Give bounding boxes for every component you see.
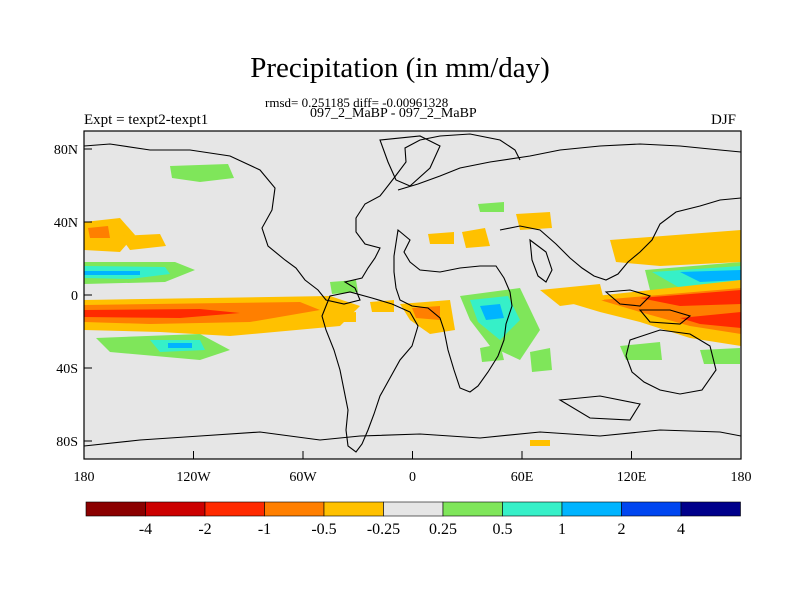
colorbar-swatch [145,501,206,517]
x-tick-label: 180 [74,470,95,485]
precip-contour [610,230,741,266]
precip-contour [412,306,440,320]
precip-contour [680,312,741,328]
x-tick-group: 120W [176,451,211,485]
colorbar-swatch [442,501,503,517]
precip-contour [620,342,662,360]
precip-contour [462,228,490,248]
colorbar-swatch [502,501,563,517]
precip-contour [88,226,110,238]
precip-contour [120,234,166,250]
precip-contour [480,304,504,320]
precip-contour [478,202,504,212]
colorbar-label: 2 [618,521,626,538]
y-tick-label: 40N [54,216,78,231]
precip-contour [84,309,240,318]
y-tick-group: 40N [54,216,92,231]
x-tick-label: 0 [409,470,416,485]
y-tick-label: 80S [56,435,78,450]
colorbar-label: -0.5 [311,521,336,538]
x-tick-label: 60W [289,470,317,485]
colorbar-label: 4 [677,521,685,538]
y-tick-label: 0 [71,289,78,304]
x-tick-label: 180 [731,470,752,485]
colorbar-label: 1 [558,521,566,538]
x-tick-group: 120E [617,451,647,485]
colorbar-label: -1 [258,521,271,538]
colorbar-swatch [264,501,325,517]
colorbar-swatch [85,501,146,517]
y-axis: 80N 40N 0 40S 80S [54,143,92,450]
stats-subtitle: rmsd= 0.251185 diff= -0.00961328 [265,95,449,110]
precip-contour [680,270,741,282]
precip-contour [168,343,192,348]
x-tick-label: 60E [511,470,534,485]
colorbar: -4 -2 -1 -0.5 -0.25 0.25 0.5 1 2 4 [85,501,741,538]
colorbar-swatch [561,501,622,517]
precip-contour [530,348,552,372]
colorbar-swatch [323,501,384,517]
y-tick-group: 80S [56,435,92,450]
colorbar-swatch [621,501,682,517]
colorbar-swatch [204,501,265,517]
x-tick-group: 60W [289,451,317,485]
precip-contour [336,312,356,322]
precip-contour [516,212,552,230]
colorbar-label: -0.25 [367,521,400,538]
cases-subtitle: 097_2_MaBP - 097_2_MaBP [310,106,477,121]
y-tick-label: 80N [54,143,78,158]
coastlines [84,133,741,453]
precip-contour [428,232,454,244]
y-tick-label: 40S [56,362,78,377]
colorbar-swatch [680,501,741,517]
y-tick-group: 0 [71,289,92,304]
chart-title: Precipitation (in mm/day) [250,52,550,84]
precip-contour [540,284,604,306]
precip-contour [84,271,140,275]
precip-contour [640,290,741,306]
x-tick-label: 120E [617,470,647,485]
x-tick-group: 180 [74,451,95,485]
colorbar-swatch [383,501,444,517]
x-tick-label: 120W [176,470,211,485]
colorbar-label: -4 [139,521,152,538]
precip-contour [480,344,504,362]
y-tick-group: 40S [56,362,92,377]
x-tick-group: 0 [409,451,416,485]
precip-contour [700,348,740,364]
precip-anomaly-field [84,164,741,446]
x-tick-group: 60E [511,451,534,485]
colorbar-label: -2 [198,521,211,538]
precip-contour [170,164,234,182]
precip-contour [330,280,358,294]
y-tick-group: 80N [54,143,92,158]
experiment-label: Expt = texpt2-texpt1 [84,112,209,128]
colorbar-label: 0.5 [493,521,513,538]
x-tick-group: 180 [731,451,752,485]
x-axis: 180 120W 60W 0 60E 120E 180 [74,451,752,485]
season-label: DJF [711,112,737,128]
precip-contour [530,440,550,446]
colorbar-label: 0.25 [429,521,457,538]
precip-contour [370,300,394,312]
